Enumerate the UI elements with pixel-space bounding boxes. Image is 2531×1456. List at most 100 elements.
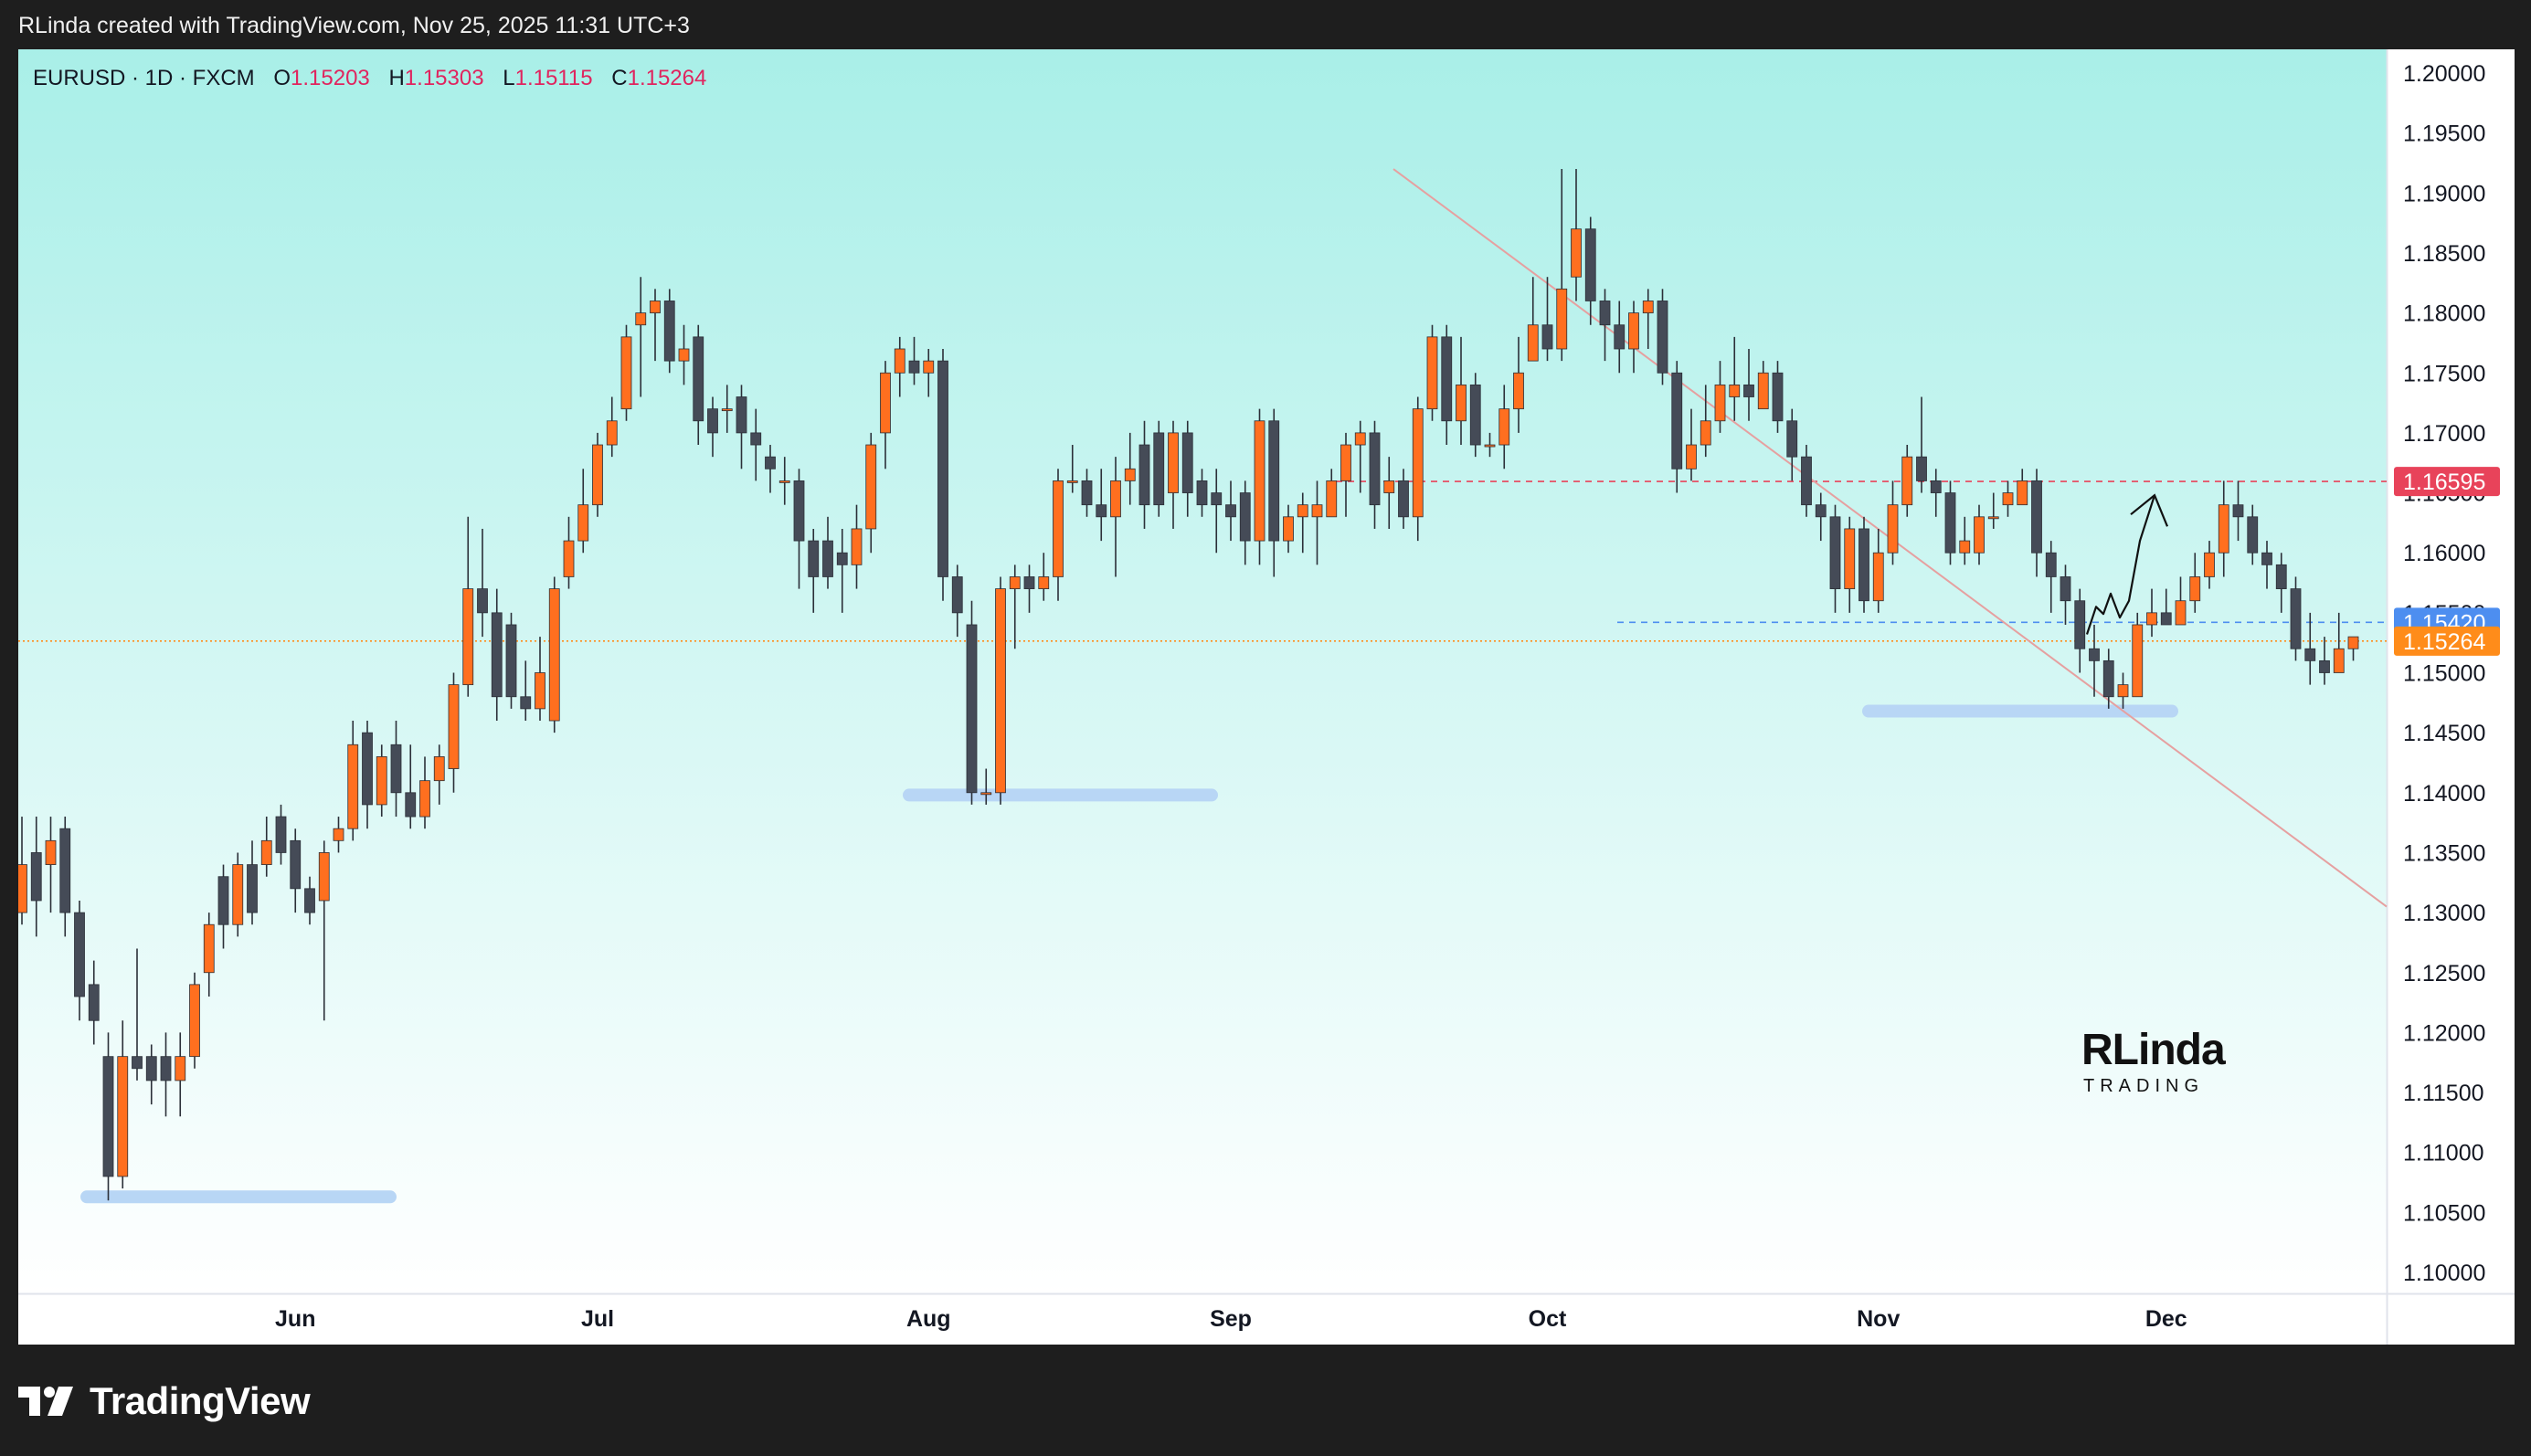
candle-body: [2089, 648, 2100, 661]
candle-body: [1225, 504, 1236, 518]
symbol-label[interactable]: EURUSD · 1D · FXCM: [33, 66, 255, 90]
candle-body: [433, 756, 445, 782]
candle-body: [721, 408, 733, 412]
candle-body: [132, 1056, 143, 1070]
candle-body: [102, 1056, 114, 1177]
price-tag-label: 1.15264: [2403, 629, 2485, 655]
candle-body: [1700, 420, 1711, 446]
candle-body: [750, 432, 762, 446]
ohlc-legend: EURUSD · 1D · FXCM O1.15203 H1.15303 L1.…: [33, 66, 706, 91]
candle-body: [30, 852, 42, 902]
candle-body: [1571, 228, 1582, 278]
candle-body: [2204, 552, 2215, 577]
projection-path: [2085, 494, 2156, 635]
candle-body: [1038, 576, 1050, 589]
support-zone-2: [903, 788, 1218, 802]
candle-body: [951, 576, 963, 614]
candle-body: [1671, 372, 1683, 470]
candle-body: [1268, 420, 1280, 542]
candle-body: [1657, 301, 1668, 374]
rlinda-watermark: RLinda TRADING: [2081, 1025, 2246, 1098]
price-tick-label: 1.19000: [2403, 181, 2485, 206]
candle-body: [1974, 516, 1985, 554]
candle-body: [18, 864, 27, 913]
candle-body: [894, 348, 905, 374]
candle-body: [304, 888, 315, 913]
candle-body: [2132, 624, 2144, 698]
candle-body: [851, 528, 863, 565]
candle-body: [362, 732, 373, 806]
month-label: Jul: [581, 1306, 614, 1332]
candle-body: [2074, 600, 2086, 649]
candle-body: [203, 923, 215, 974]
month-label: Dec: [2145, 1306, 2187, 1332]
candle-body: [390, 744, 402, 794]
low-label: L: [503, 66, 515, 90]
candle-body: [1383, 480, 1395, 493]
candle-body: [1513, 372, 1524, 410]
candle-body: [1556, 288, 1568, 350]
candle-body: [2189, 576, 2201, 602]
candle-body: [2247, 516, 2259, 554]
candle-body: [405, 792, 417, 818]
credit-text: RLinda created with TradingView.com, Nov…: [18, 13, 690, 38]
candle-body: [937, 360, 948, 577]
close-value: 1.15264: [627, 66, 707, 90]
open-label: O: [273, 66, 291, 90]
candle-body: [1772, 372, 1784, 422]
candle-body: [736, 396, 747, 434]
candle-body: [1498, 408, 1510, 446]
candle-body: [1944, 492, 1956, 554]
candle-body: [1599, 301, 1611, 326]
candle-body: [2333, 648, 2345, 673]
candle-body: [1066, 480, 1078, 483]
tradingview-logo[interactable]: TradingView: [18, 1375, 311, 1428]
candle-body: [217, 876, 229, 925]
price-tick-label: 1.18500: [2403, 241, 2485, 267]
price-tick-label: 1.11500: [2403, 1081, 2484, 1106]
candle-body: [1872, 552, 1884, 602]
price-tick-label: 1.16000: [2403, 541, 2485, 566]
candle-body: [1053, 480, 1064, 577]
candle-body: [347, 744, 359, 829]
candle-body: [563, 540, 575, 577]
candle-body: [1642, 301, 1654, 314]
candle-body: [1096, 504, 1107, 518]
candle-body: [650, 301, 661, 314]
price-tag: [2394, 467, 2500, 497]
top-bar: RLinda created with TradingView.com, Nov…: [0, 0, 2531, 49]
candle-body: [1211, 492, 1223, 506]
plot-background: [18, 49, 2387, 1293]
candle-body: [923, 360, 935, 374]
candle-body: [577, 504, 589, 542]
price-chart[interactable]: 1.20000 1.19500 1.19000 1.18500 1.18000 1.175…: [18, 49, 2515, 1345]
tradingview-wordmark: TradingView: [90, 1379, 311, 1422]
month-label: Oct: [1529, 1306, 1567, 1332]
candle-body: [145, 1056, 157, 1081]
candle-body: [2275, 564, 2287, 589]
candle-body: [836, 552, 848, 565]
high-label: H: [388, 66, 405, 90]
candle-body: [1009, 576, 1021, 589]
candle-body: [592, 444, 603, 506]
candle-body: [160, 1056, 172, 1081]
candle-body: [1283, 516, 1294, 542]
candle-body: [1138, 444, 1150, 506]
candle-body: [88, 984, 100, 1021]
candle-body: [2347, 636, 2359, 649]
candle-body: [520, 696, 532, 710]
candle-body: [2232, 504, 2244, 518]
candle-body: [2146, 612, 2157, 626]
candle-body: [1181, 432, 1193, 493]
candle-body: [232, 864, 244, 925]
candle-body: [117, 1056, 129, 1177]
candle-body: [1714, 384, 1726, 422]
candle-body: [2304, 648, 2316, 661]
candle-body: [491, 612, 503, 698]
price-tick-label: 1.19500: [2403, 121, 2485, 147]
candle-body: [2031, 480, 2042, 554]
price-tick-label: 1.13500: [2403, 840, 2485, 866]
price-tick-label: 1.17500: [2403, 361, 2485, 386]
candle-body: [1326, 480, 1338, 518]
candle-body: [290, 839, 302, 890]
